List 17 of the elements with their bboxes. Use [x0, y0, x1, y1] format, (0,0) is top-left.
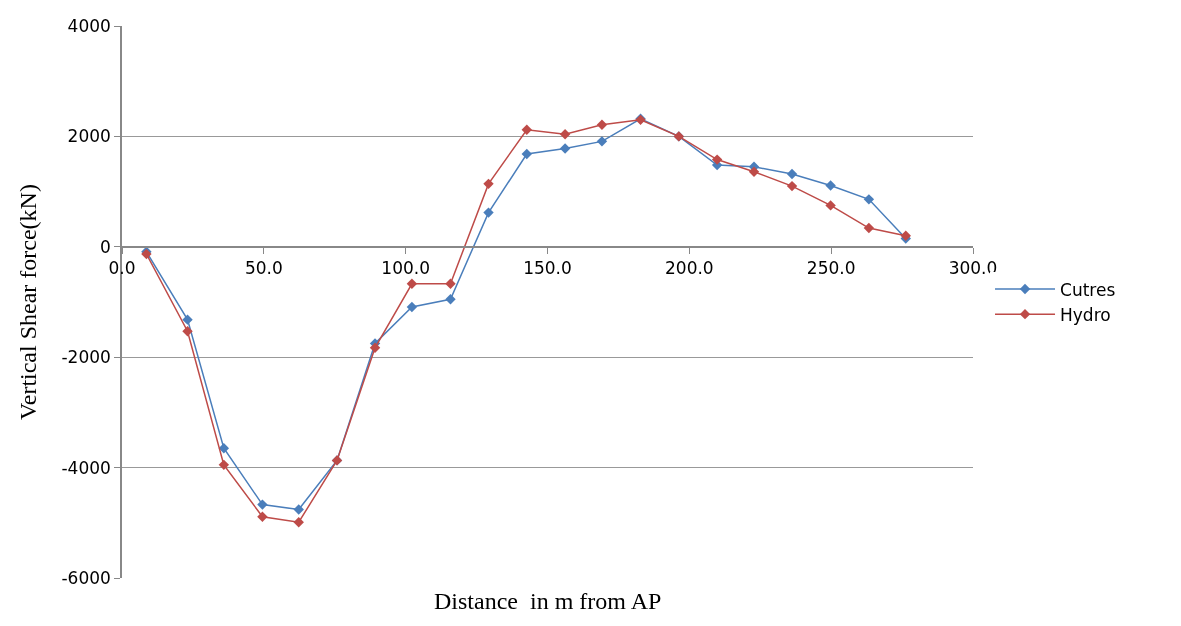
legend-label: Hydro — [1060, 304, 1111, 325]
y-tick-label: -2000 — [61, 347, 111, 368]
y-tick-label: 2000 — [67, 126, 111, 147]
y-axis-title: Vertical Shear force(kN) — [15, 184, 42, 420]
x-tick-label: 300.0 — [948, 257, 998, 278]
x-tick-label: 100.0 — [381, 257, 431, 278]
y-tick-label: -4000 — [61, 457, 111, 478]
y-tick-label: -6000 — [61, 567, 111, 588]
x-tick-label: 0.0 — [108, 257, 136, 278]
x-tick-label: 200.0 — [664, 257, 714, 278]
y-tick-label: 4000 — [67, 15, 111, 36]
legend-label: Cutres — [1060, 279, 1116, 300]
x-axis-title: Distance in m from AP — [434, 588, 662, 614]
x-tick-label: 50.0 — [244, 257, 283, 278]
y-tick-label: 0 — [100, 236, 111, 257]
x-tick-label: 250.0 — [806, 257, 856, 278]
x-tick-label: 150.0 — [523, 257, 572, 278]
